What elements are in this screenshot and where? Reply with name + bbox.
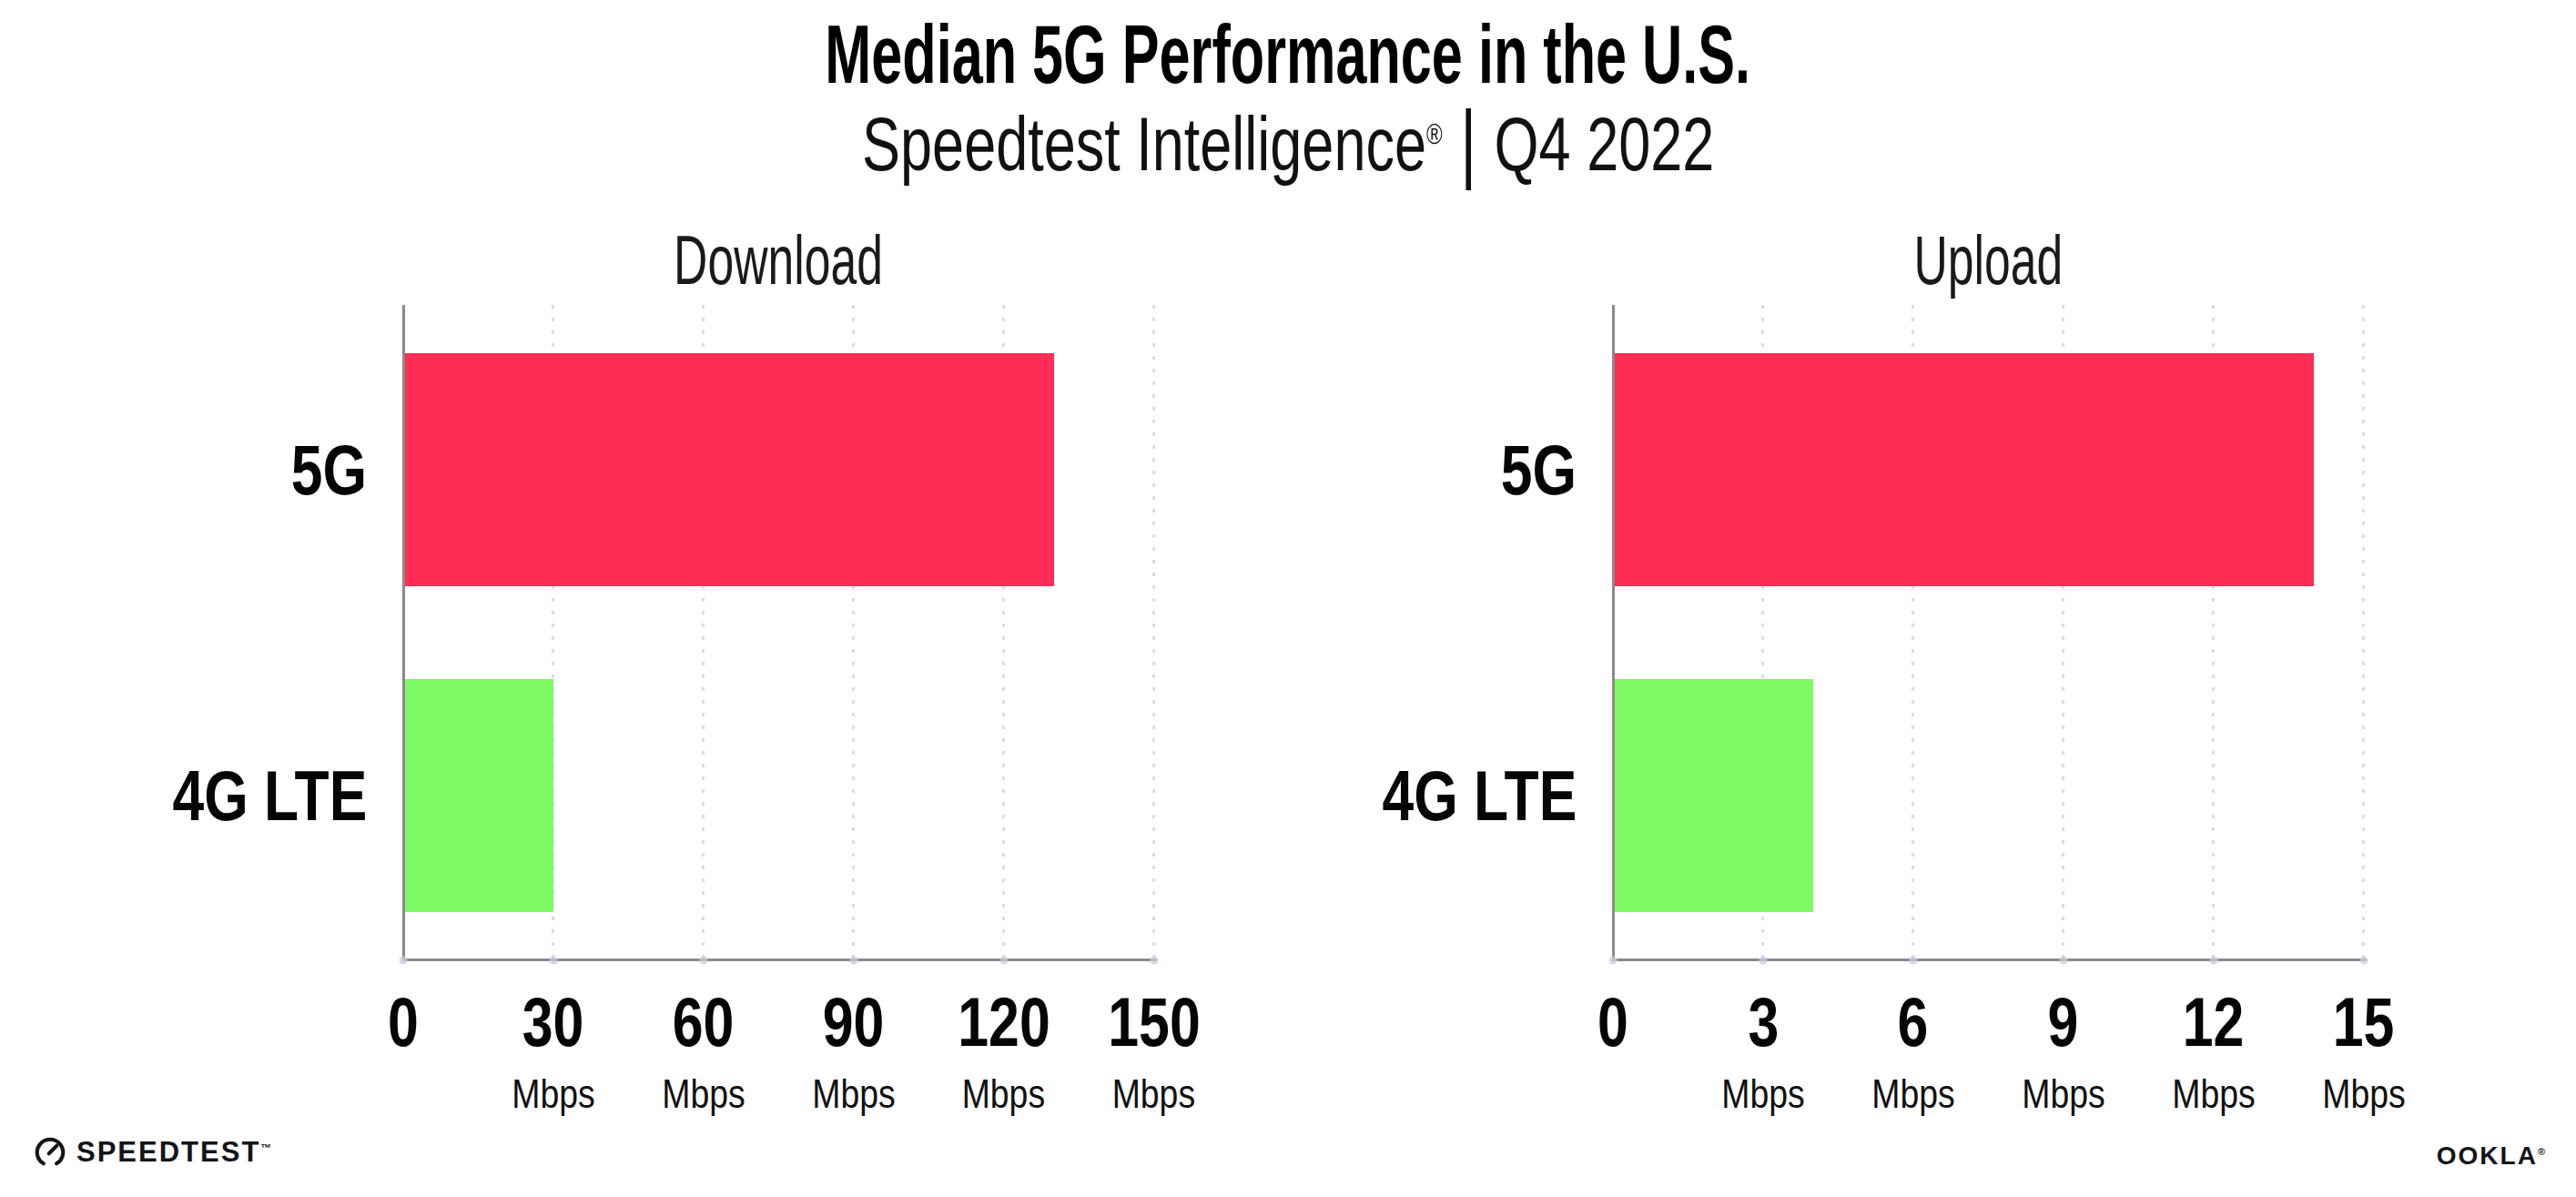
trademark-mark-icon: ™ bbox=[260, 1141, 273, 1154]
infographic-page: Median 5G Performance in the U.S. Speedt… bbox=[0, 0, 2576, 1197]
axis-tick-dot-120 bbox=[999, 956, 1008, 964]
x-tick-label-6-upload: 6Mbps bbox=[1864, 986, 1962, 1117]
category-label-5g-upload: 5G bbox=[1030, 433, 1577, 506]
ookla-wordmark: OOKLA bbox=[2437, 1141, 2538, 1170]
x-tick-unit-label: Mbps bbox=[946, 1071, 1061, 1117]
x-tick-unit-label: Mbps bbox=[2014, 1071, 2113, 1117]
x-tick-label-15-upload: 15Mbps bbox=[2315, 986, 2413, 1117]
x-tick-unit-label: Mbps bbox=[2165, 1071, 2263, 1117]
page-subtitle: Speedtest Intelligence® |Q4 2022 bbox=[0, 100, 2576, 185]
axis-tick-dot-150 bbox=[1150, 956, 1158, 964]
y-axis-line-upload bbox=[1612, 305, 1615, 961]
category-label-4g-lte-upload: 4G LTE bbox=[1030, 759, 1577, 832]
x-tick-unit-label: Mbps bbox=[2315, 1071, 2413, 1117]
axis-tick-dot-9 bbox=[2059, 956, 2067, 964]
axis-tick-dot-12 bbox=[2209, 956, 2217, 964]
x-tick-unit-label: Mbps bbox=[1714, 1071, 1812, 1117]
axis-tick-dot-15 bbox=[2359, 956, 2368, 964]
x-tick-label-150-download: 150Mbps bbox=[1096, 986, 1212, 1117]
bar-5g-download bbox=[404, 353, 1054, 586]
speedtest-logo: SPEEDTEST™ bbox=[33, 1134, 273, 1171]
bar-4g-lte-download bbox=[404, 679, 553, 912]
x-tick-label-0-download: 0 bbox=[384, 986, 422, 1059]
x-tick-label-90-download: 90Mbps bbox=[805, 986, 903, 1117]
x-tick-label-30-download: 30Mbps bbox=[504, 986, 603, 1117]
registered-mark-icon: ® bbox=[1426, 117, 1443, 150]
x-tick-label-12-upload: 12Mbps bbox=[2165, 986, 2263, 1117]
x-tick-label-0-upload: 0 bbox=[1594, 986, 1632, 1059]
x-tick-label-120-download: 120Mbps bbox=[946, 986, 1061, 1117]
x-tick-label-3-upload: 3Mbps bbox=[1714, 986, 1812, 1117]
page-title-text: Median 5G Performance in the U.S. bbox=[826, 13, 1751, 96]
axis-tick-dot-0 bbox=[400, 956, 408, 964]
subtitle-separator: | bbox=[1460, 98, 1476, 185]
x-tick-unit-label: Mbps bbox=[654, 1071, 753, 1117]
ookla-registered-mark-icon: ® bbox=[2538, 1146, 2547, 1157]
axis-tick-dot-0 bbox=[1609, 956, 1618, 964]
bar-5g-upload bbox=[1614, 353, 2314, 586]
gridline-15 bbox=[2362, 305, 2365, 959]
ookla-logo: OOKLA® bbox=[2437, 1141, 2547, 1171]
bar-4g-lte-upload bbox=[1614, 679, 1813, 912]
x-tick-unit-label: Mbps bbox=[1096, 1071, 1212, 1117]
axis-tick-dot-90 bbox=[849, 956, 857, 964]
x-axis-line-upload bbox=[1612, 959, 2367, 961]
subtitle-period: Q4 2022 bbox=[1494, 101, 1714, 187]
category-label-4g-lte-download: 4G LTE bbox=[0, 759, 367, 832]
axis-tick-dot-3 bbox=[1759, 956, 1767, 964]
x-tick-label-60-download: 60Mbps bbox=[654, 986, 753, 1117]
x-axis-line-download bbox=[402, 959, 1157, 961]
axis-tick-dot-60 bbox=[699, 956, 707, 964]
category-label-5g-download: 5G bbox=[0, 433, 367, 506]
x-tick-unit-label: Mbps bbox=[805, 1071, 903, 1117]
chart-title-download: Download bbox=[403, 224, 1154, 297]
gridline-150 bbox=[1152, 305, 1155, 959]
speedtest-gauge-icon bbox=[33, 1135, 67, 1170]
x-tick-label-9-upload: 9Mbps bbox=[2014, 986, 2113, 1117]
chart-title-upload: Upload bbox=[1613, 224, 2364, 297]
subtitle-brand: Speedtest Intelligence bbox=[862, 101, 1426, 187]
x-tick-unit-label: Mbps bbox=[1864, 1071, 1962, 1117]
axis-tick-dot-6 bbox=[1909, 956, 1917, 964]
x-tick-unit-label: Mbps bbox=[504, 1071, 603, 1117]
page-title: Median 5G Performance in the U.S. bbox=[0, 13, 2576, 96]
y-axis-line-download bbox=[402, 305, 405, 961]
speedtest-wordmark: SPEEDTEST™ bbox=[76, 1137, 273, 1168]
axis-tick-dot-30 bbox=[549, 956, 557, 964]
